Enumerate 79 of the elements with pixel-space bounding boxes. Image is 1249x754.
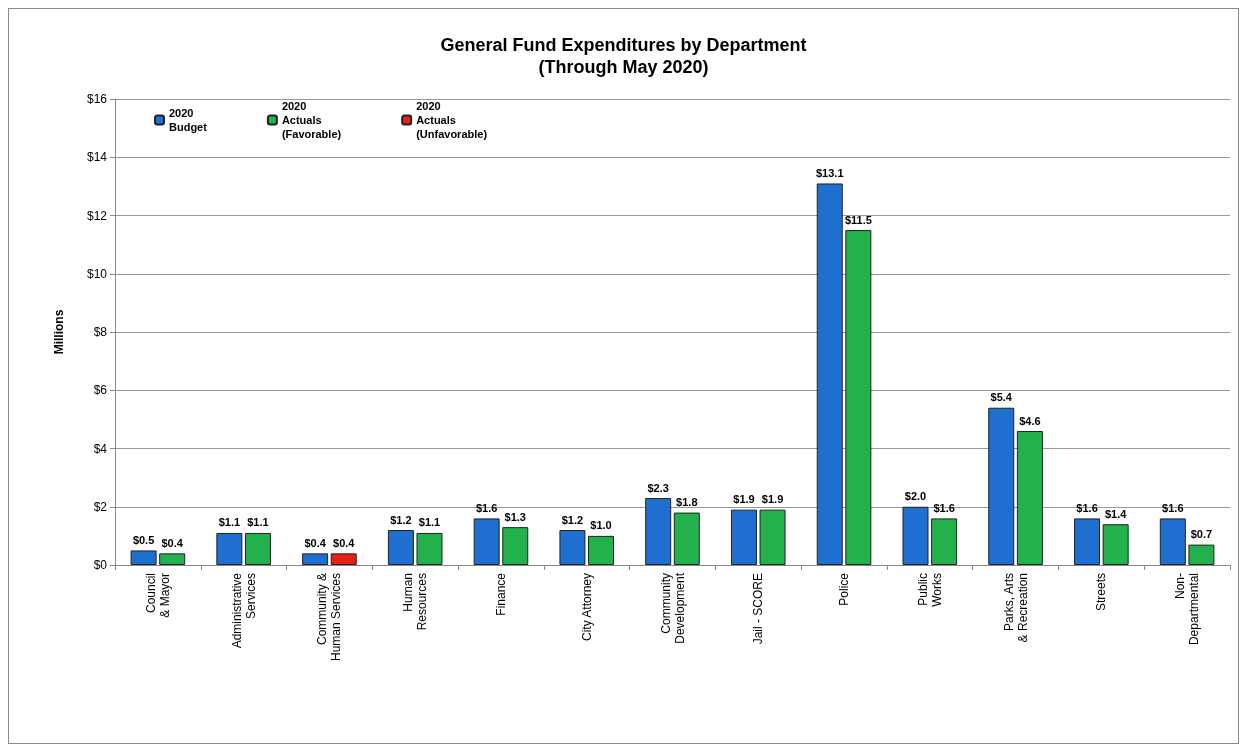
data-label: $0.4: [161, 536, 184, 549]
bar: [730, 509, 757, 565]
data-label: $2.0: [904, 490, 927, 503]
legend-label: 2020 Budget: [169, 107, 208, 133]
x-tick-label: Public Works: [915, 573, 944, 607]
y-tick-label: $14: [86, 150, 108, 165]
data-label: $1.8: [676, 496, 698, 509]
chart-title: General Fund Expenditures by Department (Through May 2020): [440, 35, 807, 77]
data-label: $0.7: [1190, 528, 1213, 541]
x-tick-label: Administrative Services: [229, 572, 258, 649]
data-label: $1.1: [418, 516, 441, 529]
bar: [1016, 431, 1043, 565]
bar: [816, 183, 843, 565]
y-tick-label: $2: [93, 499, 108, 514]
y-tick-label: $12: [86, 208, 108, 223]
bar: [244, 532, 271, 565]
data-label: $1.9: [761, 493, 784, 506]
bar: [559, 530, 586, 565]
data-label: $11.5: [844, 213, 872, 226]
bar: [502, 527, 529, 565]
bar: [1188, 544, 1215, 565]
x-tick-label: Community & Human Services: [315, 573, 344, 662]
data-label: $1.1: [247, 516, 269, 529]
bar: [845, 230, 872, 565]
bar: [645, 498, 672, 565]
bar: [302, 553, 329, 565]
x-tick-label: Streets: [1094, 573, 1109, 612]
x-tick-label: Parks, Arts & Recreation: [1001, 573, 1030, 643]
data-label: $1.2: [390, 513, 412, 526]
bar: [588, 535, 615, 565]
bar: [988, 407, 1015, 565]
y-tick-label: $16: [86, 92, 108, 106]
x-tick-label: Council & Mayor: [143, 573, 172, 618]
x-tick-label: City Attorney: [579, 573, 594, 642]
y-axis-title: Millions: [52, 309, 66, 355]
data-label: $1.3: [504, 510, 526, 523]
data-label: $1.4: [1104, 507, 1128, 520]
legend-label: 2020 Actuals (Favorable): [281, 100, 342, 140]
y-tick-label: $6: [93, 383, 108, 398]
bar: [931, 518, 958, 565]
data-label: $1.9: [733, 493, 755, 506]
bar: [759, 509, 786, 565]
data-label: $1.6: [475, 501, 498, 514]
x-tick-label: Human Resources: [401, 573, 430, 631]
bar: [902, 506, 929, 565]
bar: [416, 532, 443, 565]
y-tick-label: $10: [86, 266, 108, 281]
data-label: $2.3: [647, 481, 669, 494]
x-tick-label: Police: [837, 572, 852, 606]
bar: [473, 518, 500, 565]
data-label: $5.4: [990, 391, 1013, 404]
x-tick-label: Finance: [493, 572, 508, 616]
data-label: $0.5: [132, 533, 155, 546]
data-label: $4.6: [1019, 414, 1041, 427]
data-label: $0.4: [333, 536, 356, 549]
legend-label: 2020 Actuals (Unfavorable): [416, 100, 488, 140]
data-label: $0.4: [304, 536, 327, 549]
bar: [216, 532, 243, 565]
bar: [673, 512, 700, 565]
bar: [1159, 518, 1186, 565]
bar: [1074, 518, 1101, 565]
data-label: $1.6: [933, 501, 955, 514]
y-tick-label: $0: [93, 558, 108, 572]
data-label: $1.0: [590, 519, 612, 532]
y-tick-label: $8: [93, 325, 108, 339]
bar: [130, 550, 157, 565]
data-label: $1.2: [561, 513, 584, 526]
bar: [1102, 524, 1129, 565]
bar: [330, 553, 357, 565]
data-label: $1.6: [1076, 501, 1098, 514]
x-tick-label: Jail - SCORE: [751, 573, 766, 645]
bar: [159, 553, 186, 565]
bar: [387, 530, 414, 565]
data-label: $1.1: [218, 516, 241, 529]
data-label: $1.6: [1162, 501, 1184, 514]
x-tick-label: Non- Departmental: [1173, 573, 1202, 646]
y-tick-label: $4: [93, 441, 108, 456]
data-label: $13.1: [815, 166, 844, 179]
x-tick-label: Community Development: [658, 572, 687, 644]
